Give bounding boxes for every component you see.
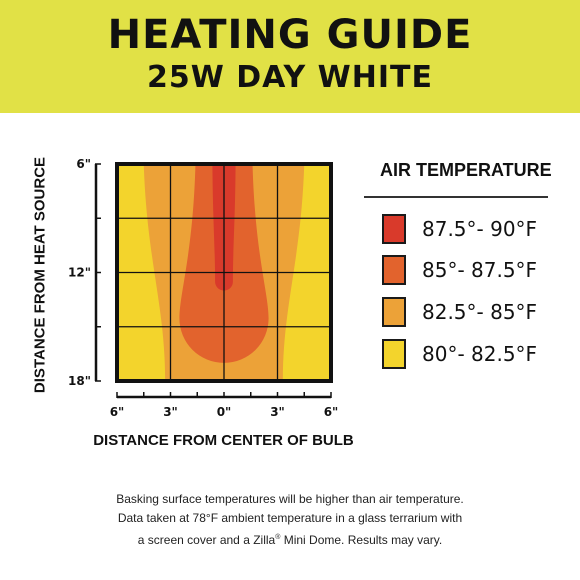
y-axis-label: DISTANCE FROM HEAT SOURCE <box>31 156 49 394</box>
footnote-line-3a: a screen cover and a Zilla <box>137 533 276 547</box>
legend-divider <box>364 196 548 198</box>
chart-axes: 6" 12" 18" 6" 3" 0" 3" 6" <box>68 157 338 419</box>
y-tick-label: 6" <box>76 157 91 171</box>
page-title: HEATING GUIDE <box>107 12 473 58</box>
legend-item: 82.5°- 85°F <box>382 297 537 327</box>
y-tick-label: 18" <box>68 374 91 388</box>
chart-grid <box>117 164 331 381</box>
footnote-line-3: a screen cover and a Zilla® Mini Dome. R… <box>0 528 580 550</box>
legend-swatch <box>382 214 406 244</box>
legend-swatch <box>382 339 406 369</box>
x-tick-label: 3" <box>270 405 285 419</box>
legend-item: 85°- 87.5°F <box>382 255 537 285</box>
registered-mark: ® <box>275 534 281 541</box>
legend-item: 80°- 82.5°F <box>382 339 537 369</box>
footnote-line-1: Basking surface temperatures will be hig… <box>116 492 464 506</box>
footnote: Basking surface temperatures will be hig… <box>0 490 580 550</box>
x-tick-label: 6" <box>324 405 339 419</box>
footnote-line-3b: Mini Dome. Results may vary. <box>280 533 443 547</box>
page-subtitle: 25W DAY WHITE <box>146 60 434 95</box>
x-tick-label: 3" <box>163 405 178 419</box>
y-tick-label: 12" <box>68 266 91 280</box>
legend-swatch <box>382 297 406 327</box>
legend-swatch <box>382 255 406 285</box>
legend-label: 82.5°- 85°F <box>422 300 538 324</box>
legend-label: 85°- 87.5°F <box>422 258 538 282</box>
legend-label: 87.5°- 90°F <box>422 217 538 241</box>
x-tick-label: 6" <box>110 405 125 419</box>
legend-title: AIR TEMPERATURE <box>380 160 552 180</box>
header-banner: HEATING GUIDE 25W DAY WHITE <box>0 0 580 113</box>
x-axis-label: DISTANCE FROM CENTER OF BULB <box>93 432 354 449</box>
footnote-line-2: Data taken at 78°F ambient temperature i… <box>117 511 463 525</box>
legend-item: 87.5°- 90°F <box>382 214 537 244</box>
x-tick-label: 0" <box>217 405 232 419</box>
legend-label: 80°- 82.5°F <box>422 342 538 366</box>
plot-frame <box>115 162 333 383</box>
